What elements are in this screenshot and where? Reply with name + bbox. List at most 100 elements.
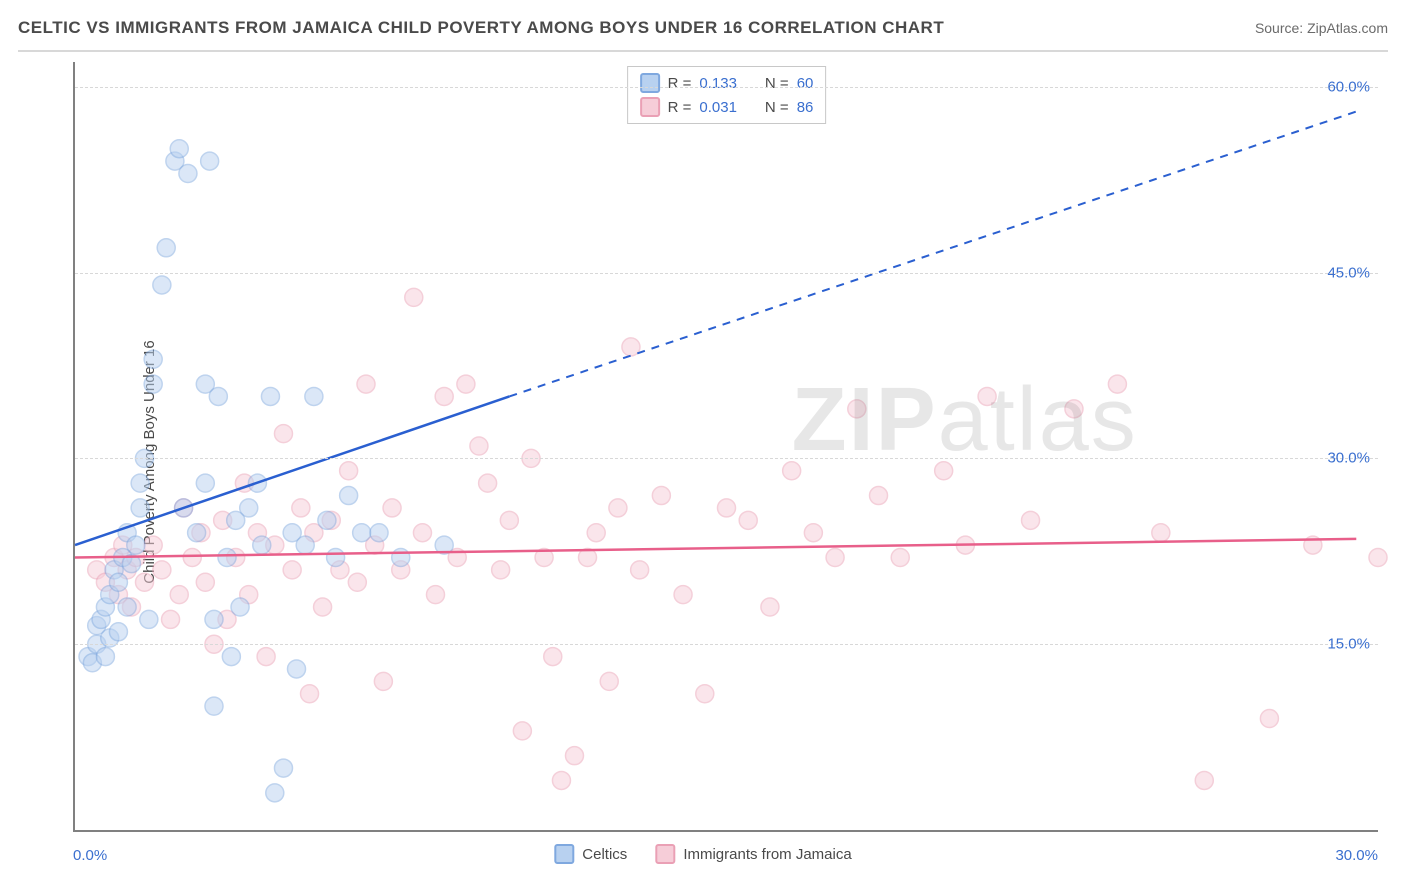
data-point — [552, 771, 570, 789]
data-point — [565, 747, 583, 765]
legend-swatch — [640, 73, 660, 93]
data-point — [935, 462, 953, 480]
x-tick-min: 0.0% — [73, 847, 107, 864]
legend-n-label: N = — [765, 75, 789, 92]
legend-series: Celtics Immigrants from Jamaica — [554, 844, 851, 864]
data-point — [131, 499, 149, 517]
data-point — [257, 648, 275, 666]
y-tick-label: 60.0% — [1327, 78, 1370, 95]
data-point — [804, 524, 822, 542]
legend-swatch — [554, 844, 574, 864]
data-point — [500, 511, 518, 529]
data-point — [170, 586, 188, 604]
data-point — [1108, 375, 1126, 393]
data-point — [435, 387, 453, 405]
data-point — [305, 387, 323, 405]
data-point — [240, 499, 258, 517]
gridline-h — [75, 458, 1378, 459]
data-point — [1022, 511, 1040, 529]
legend-r-label: R = — [668, 99, 692, 116]
gridline-h — [75, 273, 1378, 274]
legend-n-value: 60 — [797, 75, 814, 92]
data-point — [153, 561, 171, 579]
data-point — [144, 375, 162, 393]
data-point — [140, 610, 158, 628]
data-point — [470, 437, 488, 455]
data-point — [1260, 710, 1278, 728]
data-point — [196, 474, 214, 492]
data-point — [1065, 400, 1083, 418]
data-point — [783, 462, 801, 480]
data-point — [426, 586, 444, 604]
chart-title: CELTIC VS IMMIGRANTS FROM JAMAICA CHILD … — [18, 18, 944, 38]
data-point — [718, 499, 736, 517]
data-point — [109, 573, 127, 591]
data-point — [205, 697, 223, 715]
trendline-solid — [75, 396, 509, 545]
legend-swatch — [640, 97, 660, 117]
legend-n-label: N = — [765, 99, 789, 116]
plot-svg — [75, 62, 1378, 830]
data-point — [283, 561, 301, 579]
data-point — [696, 685, 714, 703]
data-point — [513, 722, 531, 740]
data-point — [1195, 771, 1213, 789]
legend-swatch — [655, 844, 675, 864]
data-point — [157, 239, 175, 257]
data-point — [826, 548, 844, 566]
data-point — [848, 400, 866, 418]
data-point — [739, 511, 757, 529]
data-point — [201, 152, 219, 170]
y-tick-label: 45.0% — [1327, 264, 1370, 281]
data-point — [544, 648, 562, 666]
data-point — [144, 350, 162, 368]
data-point — [353, 524, 371, 542]
legend-r-value: 0.133 — [699, 75, 737, 92]
data-point — [205, 610, 223, 628]
data-point — [348, 573, 366, 591]
data-point — [587, 524, 605, 542]
legend-stat-row: R =0.031N =86 — [640, 95, 814, 119]
chart-area: Child Poverty Among Boys Under 16 ZIPatl… — [18, 50, 1388, 872]
legend-series-item: Celtics — [554, 844, 627, 864]
data-point — [261, 387, 279, 405]
data-point — [218, 548, 236, 566]
data-point — [296, 536, 314, 554]
data-point — [457, 375, 475, 393]
data-point — [127, 536, 145, 554]
data-point — [314, 598, 332, 616]
data-point — [340, 487, 358, 505]
data-point — [891, 548, 909, 566]
data-point — [370, 524, 388, 542]
data-point — [288, 660, 306, 678]
legend-stats-box: R = 0.133 N = 60 R =0.031N =86 — [627, 66, 827, 124]
data-point — [183, 548, 201, 566]
data-point — [413, 524, 431, 542]
data-point — [492, 561, 510, 579]
data-point — [292, 499, 310, 517]
data-point — [761, 598, 779, 616]
gridline-h — [75, 644, 1378, 645]
y-tick-label: 30.0% — [1327, 450, 1370, 467]
data-point — [231, 598, 249, 616]
data-point — [253, 536, 271, 554]
y-tick-label: 15.0% — [1327, 636, 1370, 653]
data-point — [274, 759, 292, 777]
data-point — [405, 288, 423, 306]
data-point — [274, 425, 292, 443]
data-point — [135, 573, 153, 591]
data-point — [978, 387, 996, 405]
data-point — [327, 548, 345, 566]
data-point — [96, 648, 114, 666]
data-point — [1369, 548, 1387, 566]
data-point — [266, 784, 284, 802]
data-point — [1152, 524, 1170, 542]
data-point — [153, 276, 171, 294]
gridline-h — [75, 87, 1378, 88]
data-point — [383, 499, 401, 517]
data-point — [479, 474, 497, 492]
data-point — [609, 499, 627, 517]
data-point — [170, 140, 188, 158]
data-point — [652, 487, 670, 505]
legend-series-label: Immigrants from Jamaica — [683, 846, 851, 863]
